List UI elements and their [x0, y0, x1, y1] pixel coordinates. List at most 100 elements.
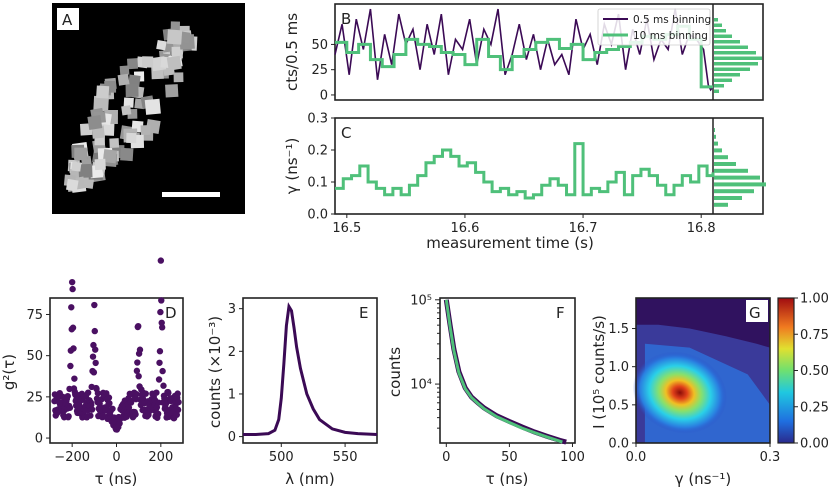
x-tick-label: 0.3	[760, 450, 781, 465]
hist-bar	[714, 45, 748, 49]
nanocube	[126, 58, 139, 70]
panel-a: A	[52, 3, 245, 214]
hist-bar	[714, 189, 754, 194]
nanocube	[102, 149, 118, 164]
correlation-point	[94, 390, 102, 397]
y-tick-label: 75	[26, 308, 43, 323]
correlation-point	[174, 406, 182, 414]
correlation-point	[87, 412, 94, 419]
hist-bar	[714, 141, 718, 146]
panel-e-axes	[242, 297, 378, 444]
y-tick-label: 1	[228, 387, 236, 402]
hist-bar	[714, 182, 766, 187]
nanocube	[120, 147, 134, 162]
correlation-point	[157, 257, 165, 264]
x-tick-label: 0	[442, 450, 450, 465]
hist-bar	[714, 40, 740, 44]
panel-g-heatmap: 0.0 0.5 1.0 1.5 0.0 0.3	[608, 298, 780, 465]
correlation-point	[70, 345, 77, 352]
correlation-point	[134, 359, 141, 366]
panel-c: 0.00.10.20.316.5 16.6 16.7 16.8 C γ (ns⁻¹) …	[283, 112, 766, 252]
gamma-step-line	[335, 142, 715, 200]
nanocrystal-cluster-image	[63, 21, 198, 193]
panel-d-label: D	[165, 304, 177, 322]
y-tick-label: 50	[26, 349, 43, 364]
hist-bar	[714, 162, 736, 166]
y-tick-label: 1.0	[608, 360, 629, 375]
x-tick-label: 0.0	[626, 450, 647, 465]
nanocube	[94, 158, 106, 171]
panel-c-histogram	[714, 128, 766, 207]
correlation-point	[133, 390, 140, 398]
hist-bar	[714, 56, 762, 60]
panel-e-ylabel: counts (×10⁻³)	[206, 316, 224, 428]
colorbar-tick-label: 0.25	[800, 400, 829, 415]
panel-g-axes	[635, 297, 771, 444]
nanocube	[165, 84, 179, 98]
x-tick-label: 16.8	[687, 221, 716, 236]
correlation-point	[66, 404, 74, 411]
panel-f-plot: 10⁴ 10⁵ 0 50 100	[410, 293, 585, 465]
nanocube	[128, 74, 141, 88]
hist-bar	[714, 51, 756, 55]
spectrum-line	[243, 302, 378, 436]
hist-bar	[714, 23, 722, 27]
nanocube	[93, 95, 109, 112]
panel-c-xlabel: measurement time (s)	[426, 234, 594, 252]
correlation-point	[165, 389, 172, 397]
nanocube	[125, 83, 139, 97]
legend: 0.5 ms binning 10 ms binning	[597, 8, 711, 46]
colorbar-tick-label: 1.00	[800, 292, 829, 307]
x-tick-label: 550	[333, 450, 358, 465]
hist-bar	[714, 148, 722, 153]
correlation-point	[153, 404, 161, 411]
correlation-point	[84, 389, 92, 396]
y-tick-label: 50	[311, 38, 328, 53]
correlation-point	[159, 367, 166, 375]
correlation-point	[64, 392, 71, 400]
panel-e-label: E	[359, 304, 368, 322]
y-tick-label: 1.5	[608, 322, 629, 337]
nanocube	[166, 55, 182, 71]
correlation-point	[173, 411, 180, 418]
hist-bar	[714, 29, 726, 33]
correlation-point	[158, 324, 166, 331]
correlation-point	[92, 346, 99, 353]
correlation-point	[88, 406, 96, 413]
panel-f-ylabel: counts	[386, 347, 404, 397]
nanocube	[144, 98, 161, 115]
y-tick-label: 0	[228, 430, 236, 445]
nanocube	[109, 138, 120, 148]
panel-g-ylabel: I (10⁵ counts/s)	[590, 315, 608, 429]
hist-bar	[714, 128, 715, 132]
correlation-point	[109, 405, 116, 412]
hist-bar	[714, 155, 728, 160]
y-tick-label: 0.0	[307, 208, 328, 223]
y-tick-label: 0.5	[608, 398, 629, 413]
correlation-point	[132, 411, 139, 418]
correlation-point	[174, 390, 181, 397]
nanocube	[171, 46, 183, 59]
nanocube	[71, 161, 82, 172]
correlation-point	[69, 285, 76, 293]
panel-a-label: A	[62, 11, 73, 29]
y-tick-label: 10⁵	[410, 293, 432, 308]
nanocube	[74, 147, 87, 161]
nanocube	[166, 29, 183, 45]
x-tick-label: 200	[148, 450, 173, 465]
x-tick-label: 50	[501, 450, 518, 465]
nanocube	[170, 21, 181, 31]
panel-a-label-box	[57, 8, 79, 30]
correlation-point	[156, 359, 163, 366]
correlation-point	[133, 367, 141, 375]
colorbar-tick-label: 0.50	[800, 364, 829, 379]
correlation-point	[65, 413, 72, 420]
nanocube	[96, 85, 110, 99]
panel-b: 0 25 50 B 0.5 ms binning 10 ms binning cts…	[283, 3, 764, 103]
y-tick-label: 10⁴	[410, 378, 432, 393]
heatmap-peak	[632, 351, 728, 434]
nanocube	[119, 65, 130, 76]
nanocube	[126, 132, 137, 144]
correlation-point	[153, 389, 160, 396]
nanocube	[141, 56, 154, 68]
